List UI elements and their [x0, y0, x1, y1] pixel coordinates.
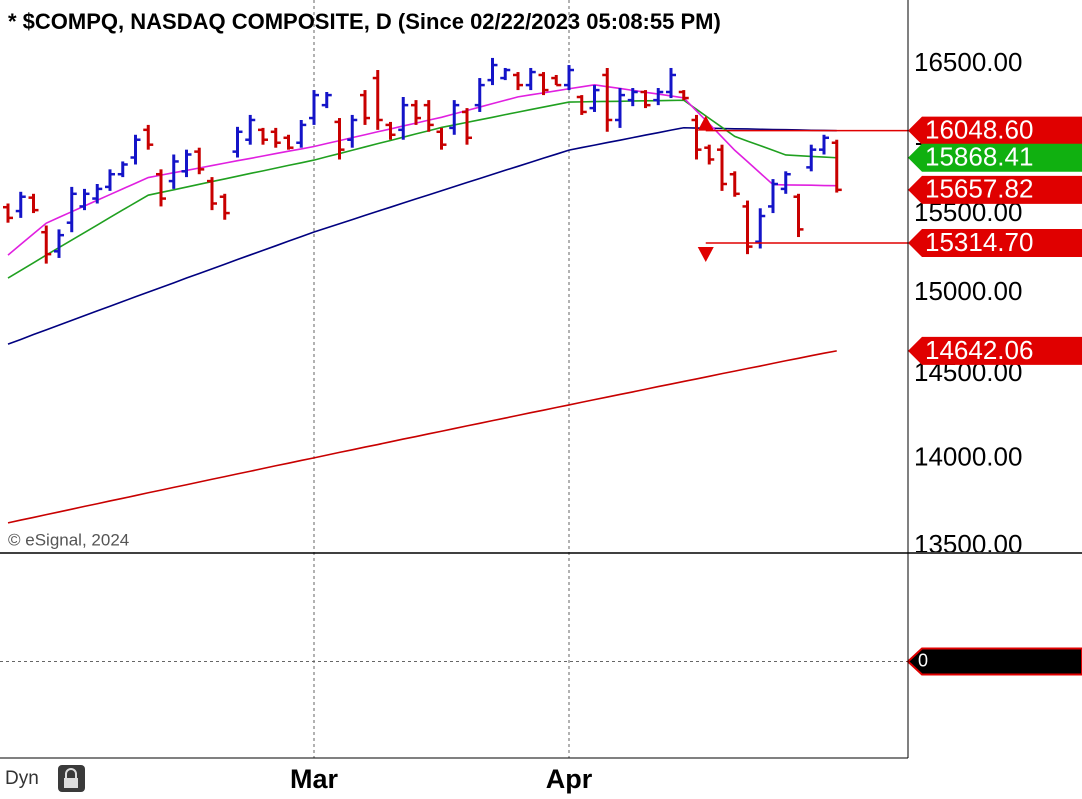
price-tag-label: 14642.06 — [925, 335, 1033, 365]
y-tick-label: 15000.00 — [914, 276, 1022, 306]
grid-layer — [0, 0, 908, 758]
price-tag — [908, 175, 1082, 204]
y-tick-label: 16500.00 — [914, 47, 1022, 77]
lower-tag — [906, 647, 1082, 676]
y-tick-label: 13500.00 — [914, 529, 1022, 559]
level-marker — [697, 115, 714, 131]
price-tag-label: 15657.82 — [925, 174, 1033, 204]
y-tick-label: 14000.00 — [914, 441, 1022, 471]
lock-shackle — [65, 768, 77, 778]
chart-title: * $COMPQ, NASDAQ COMPOSITE, D (Since 02/… — [8, 9, 721, 34]
lower-tag-label: 0 — [918, 650, 928, 670]
copyright: © eSignal, 2024 — [8, 530, 129, 549]
moving-average-line — [7, 126, 837, 345]
mark-layer — [3, 57, 908, 524]
lock-icon[interactable] — [58, 765, 85, 792]
x-tick-label: Mar — [290, 764, 339, 794]
price-tag-label: 16048.60 — [925, 115, 1033, 145]
price-tag — [908, 229, 1082, 258]
level-marker — [697, 247, 714, 263]
price-tag-label: 15868.41 — [925, 142, 1033, 172]
price-tag — [908, 116, 1082, 145]
price-tag-label: 15314.70 — [925, 227, 1033, 257]
price-tag — [908, 143, 1082, 172]
price-tag — [908, 336, 1082, 365]
moving-average-line — [7, 99, 837, 279]
mode-label: Dyn — [5, 768, 39, 789]
x-tick-label: Apr — [546, 764, 593, 794]
moving-average-line — [7, 350, 837, 524]
lock-body — [64, 778, 78, 788]
moving-average-line — [7, 83, 837, 256]
